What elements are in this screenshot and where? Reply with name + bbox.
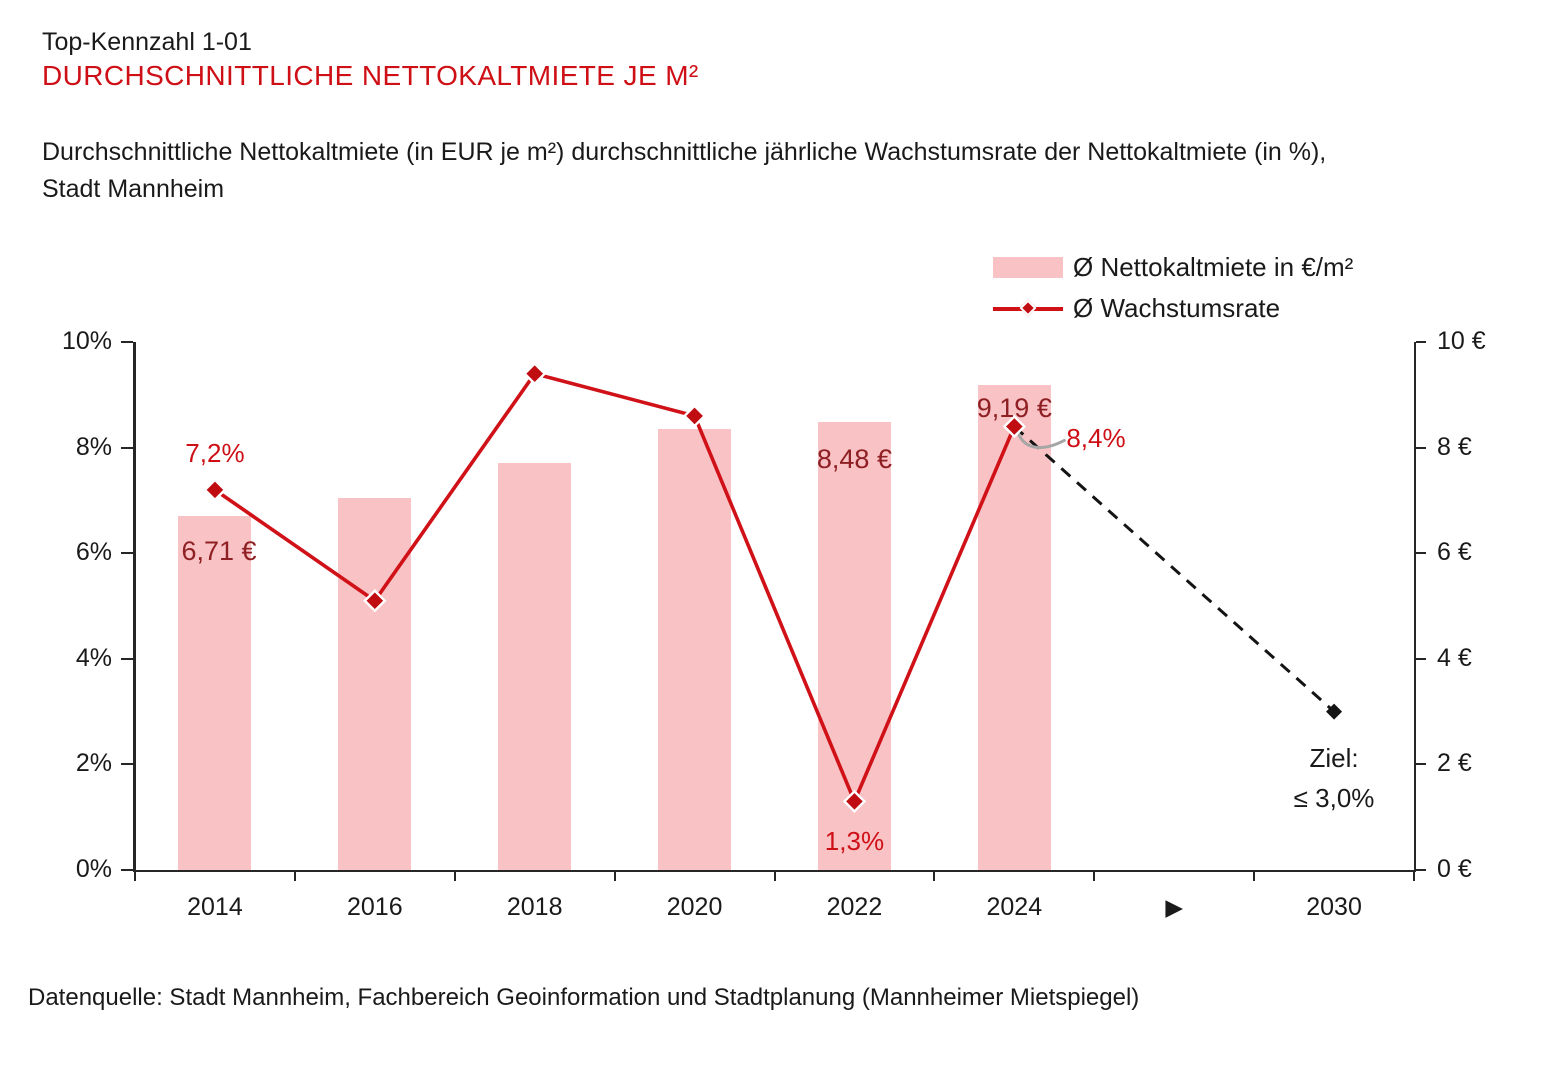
bar-series-swatch: [993, 257, 1063, 278]
right-axis-tick: [1416, 763, 1426, 766]
data-label-rent-2014: 6,71 €: [181, 535, 257, 566]
target-label-line2: ≤ 3,0%: [1293, 782, 1375, 813]
bar-2024: [977, 384, 1051, 870]
right-axis-tick: [1416, 341, 1426, 343]
chart-subtitle: Durchschnittliche Nettokaltmiete (in EUR…: [42, 138, 1327, 203]
target-label-line1: Ziel:: [1309, 742, 1359, 773]
x-axis-tick: [613, 870, 616, 881]
right-axis-tick-label: 10 €: [1437, 327, 1486, 355]
right-axis-tick: [1416, 657, 1426, 660]
right-axis-tick-label: 4 €: [1437, 643, 1472, 672]
right-axis-tick: [1416, 446, 1426, 449]
x-axis-tick: [773, 870, 776, 881]
x-axis-label-2018: 2018: [506, 893, 563, 921]
data-label-rent-2022: 8,48 €: [816, 444, 892, 475]
x-axis-tick: [453, 870, 456, 881]
x-axis-tick: [1093, 870, 1096, 881]
forward-arrow-icon: ▶: [1165, 895, 1184, 921]
left-axis-tick-label: 6%: [75, 538, 112, 567]
x-axis-label-2016: 2016: [347, 893, 403, 921]
left-axis-tick: [121, 657, 133, 660]
page-title: DURCHSCHNITTLICHE NETTOKALTMIETE JE M²: [42, 60, 699, 91]
left-axis-tick: [121, 341, 133, 343]
x-axis-tick: [1253, 870, 1256, 881]
legend-label-wachstumsrate: Ø Wachstumsrate: [1073, 293, 1281, 323]
left-axis-tick: [121, 552, 133, 555]
left-axis-tick-label: 10%: [61, 327, 112, 355]
bar-2020: [658, 429, 732, 870]
left-axis-tick: [121, 763, 133, 766]
kicker-text: Top-Kennzahl 1-01: [42, 28, 252, 56]
bar-2016: [338, 497, 412, 870]
data-label-growth-2014: 7,2%: [185, 437, 245, 468]
right-axis-tick: [1416, 869, 1426, 871]
left-axis-tick-label: 0%: [75, 855, 112, 883]
x-axis-tick: [134, 870, 136, 881]
x-axis-label-2030: 2030: [1306, 893, 1362, 921]
x-axis-label-2024: 2024: [986, 893, 1043, 921]
chart-legend: Ø Nettokaltmiete in €/m² Ø Wachstumsrate: [993, 247, 1353, 329]
x-axis-tick: [1413, 870, 1415, 881]
right-axis-tick-label: 6 €: [1437, 538, 1472, 567]
x-axis-label-2022: 2022: [826, 893, 883, 921]
left-axis-tick: [121, 446, 133, 449]
left-axis-tick-label: 8%: [75, 432, 112, 461]
data-label-growth-2022: 1,3%: [824, 826, 885, 857]
x-axis-tick: [293, 870, 296, 881]
left-axis-tick-label: 2%: [75, 749, 112, 778]
data-source: Datenquelle: Stadt Mannheim, Fachbereich…: [28, 984, 1140, 1011]
right-axis-tick-label: 0 €: [1437, 855, 1472, 883]
right-axis-tick-label: 2 €: [1437, 749, 1472, 778]
x-axis-tick: [933, 870, 936, 881]
data-label-growth-2024: 8,4%: [1066, 423, 1126, 454]
left-axis-tick-label: 4%: [75, 643, 112, 672]
bar-2022: [817, 422, 891, 870]
right-axis-tick: [1416, 552, 1426, 555]
plot-frame: [133, 342, 1416, 872]
legend-item-nettokaltmiete: Ø Nettokaltmiete in €/m²: [993, 247, 1353, 288]
legend-item-wachstumsrate: Ø Wachstumsrate: [993, 288, 1353, 329]
bar-2014: [178, 515, 252, 870]
data-label-target: Ziel: ≤ 3,0%: [1234, 738, 1434, 818]
x-axis-label-2014: 2014: [187, 893, 243, 921]
x-axis-label-2020: 2020: [666, 893, 723, 921]
bar-2018: [498, 463, 572, 870]
legend-label-nettokaltmiete: Ø Nettokaltmiete in €/m²: [1073, 252, 1354, 282]
line-series-swatch: [993, 298, 1063, 319]
data-label-rent-2024: 9,19 €: [976, 392, 1052, 423]
left-axis-tick: [121, 869, 133, 871]
diamond-marker-icon: [1019, 299, 1037, 317]
right-axis-tick-label: 8 €: [1437, 432, 1472, 461]
